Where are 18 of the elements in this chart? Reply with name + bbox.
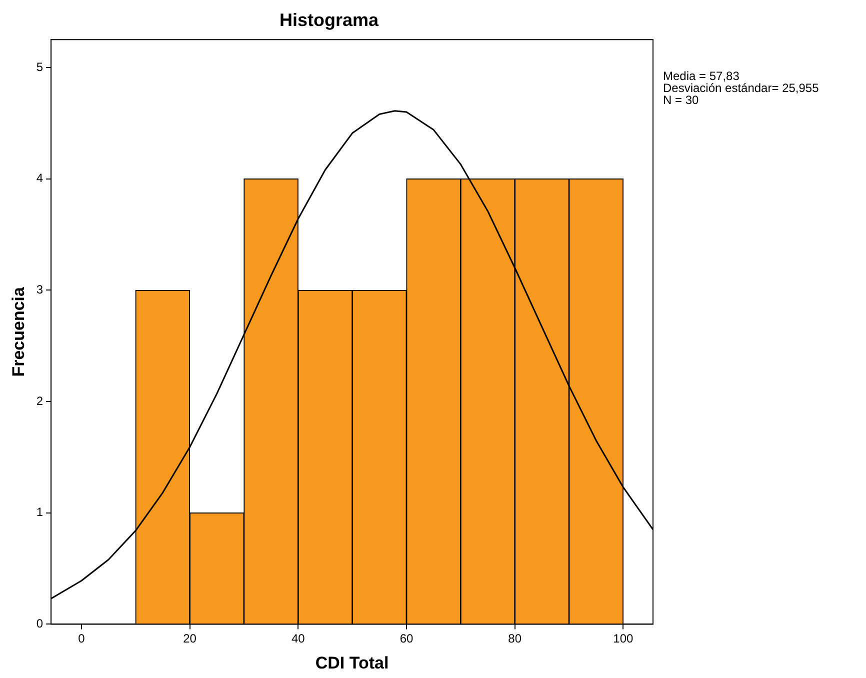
x-tick-label: 60 xyxy=(400,632,414,646)
y-tick-label: 4 xyxy=(36,171,44,186)
x-tick-label: 0 xyxy=(78,632,86,646)
x-tick-label: 80 xyxy=(508,632,522,646)
text: Media = 57,83 xyxy=(663,68,740,83)
y-tick-label: 3 xyxy=(36,282,44,296)
y-tick-label: 1 xyxy=(36,505,44,520)
y-axis-title: Frecuencia xyxy=(8,286,28,377)
x-tick-label: 20 xyxy=(183,632,197,646)
chart-title: Histograma xyxy=(279,10,380,30)
text: N = 30 xyxy=(663,92,700,107)
x-tick-label: 100 xyxy=(613,632,634,646)
x-axis-title: CDI Total xyxy=(315,653,389,672)
y-tick-label: 5 xyxy=(36,60,44,74)
x-tick-label: 40 xyxy=(291,632,306,646)
text: Desviación estándar= 25,955 xyxy=(663,80,820,95)
y-tick-label: 2 xyxy=(36,394,44,408)
y-tick-label: 0 xyxy=(36,616,44,631)
